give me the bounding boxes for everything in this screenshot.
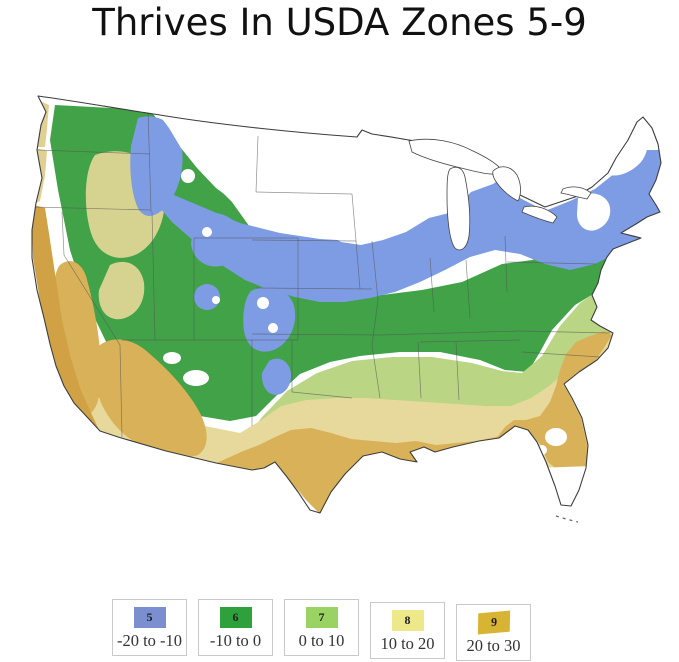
- zone-9-swatch: 9: [477, 610, 510, 635]
- zone-5-swatch: 5: [133, 607, 166, 628]
- zone-7-range: 0 to 10: [298, 631, 345, 650]
- legend-item-zone7: 7 0 to 10: [284, 599, 359, 656]
- zone-6-range: -10 to 0: [209, 631, 262, 650]
- ca-coast-strip: [32, 205, 100, 432]
- state-borders: [32, 107, 611, 438]
- zone-6-region: [50, 105, 661, 421]
- legend-item-zone6: 6 -10 to 0: [198, 599, 273, 656]
- legend-item-zone9: 9 20 to 30: [456, 604, 531, 661]
- zone-5-range: -20 to -10: [116, 631, 183, 650]
- zone-7-swatch: 7: [305, 607, 338, 628]
- zone-8-range: 10 to 20: [380, 634, 435, 653]
- page-title: Thrives In USDA Zones 5-9: [92, 1, 587, 44]
- zone-9-range: 20 to 30: [466, 636, 521, 655]
- zone-6-swatch: 6: [219, 607, 252, 628]
- legend-item-zone8: 8 10 to 20: [370, 602, 445, 659]
- zone-legend: 5 -20 to -10 6 -10 to 0 7 0 to 10 8 10 t…: [112, 599, 531, 661]
- legend-item-zone5: 5 -20 to -10: [112, 599, 187, 656]
- great-lakes: [408, 138, 592, 251]
- basin-zone-patch: [98, 261, 145, 320]
- zone-8-swatch: 8: [391, 610, 424, 631]
- us-outline: [31, 95, 662, 514]
- florida-keys: [555, 515, 579, 523]
